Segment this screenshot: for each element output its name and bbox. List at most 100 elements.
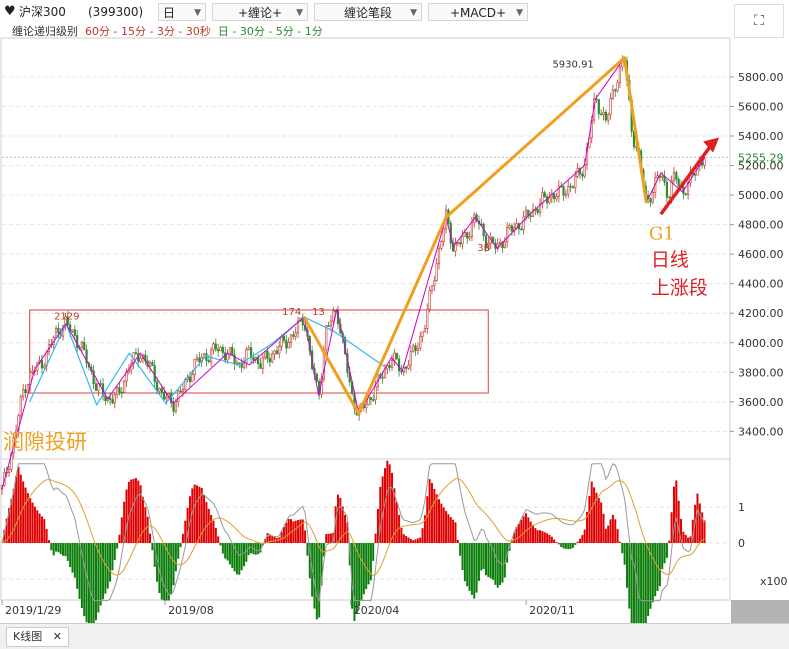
candle-body bbox=[569, 185, 572, 188]
candle-body bbox=[92, 370, 95, 385]
candle-body bbox=[66, 316, 69, 325]
symbol-name: 沪深300 bbox=[19, 5, 66, 19]
candle-body bbox=[294, 332, 297, 337]
candle-body bbox=[543, 192, 546, 197]
y-tick-label: 5800.00 bbox=[738, 71, 784, 84]
candle-body bbox=[177, 390, 180, 402]
low-label: 2129 bbox=[54, 312, 79, 323]
candle-body bbox=[609, 98, 612, 115]
candle-body bbox=[120, 391, 123, 394]
candle-body bbox=[600, 113, 603, 116]
indicator-chanlun-label: +缠论+ bbox=[237, 6, 283, 20]
candle-body bbox=[372, 399, 375, 401]
indicator-macd-select[interactable]: +MACD+ ▼ bbox=[428, 3, 528, 21]
candle-body bbox=[390, 359, 394, 368]
candle-body bbox=[148, 362, 152, 367]
candle-body bbox=[459, 242, 462, 245]
candle-body bbox=[677, 179, 680, 186]
candle-body bbox=[423, 328, 427, 333]
toolbar: ♥ 沪深300 (399300) 日 ▼ +缠论+ ▼ 缠论笔段 ▼ +MACD… bbox=[0, 0, 789, 24]
candle-body bbox=[614, 89, 617, 92]
y-tick-label: 4600.00 bbox=[738, 248, 784, 261]
close-icon[interactable]: ✕ bbox=[52, 630, 62, 643]
uptrend-text-line2: 上涨段 bbox=[651, 277, 708, 299]
candle-body bbox=[506, 227, 509, 243]
candle-body bbox=[108, 397, 112, 400]
candle-body bbox=[369, 397, 372, 400]
candle-body bbox=[632, 131, 636, 147]
y-tick-label: 5000.00 bbox=[738, 189, 784, 202]
candle-body bbox=[327, 325, 330, 327]
y-tick-label: 3800.00 bbox=[738, 366, 784, 379]
period-select[interactable]: 日 ▼ bbox=[158, 3, 206, 21]
candle-body bbox=[57, 327, 60, 334]
candle-body bbox=[273, 350, 276, 355]
candle-body bbox=[393, 352, 396, 361]
chevron-down-icon: ▼ bbox=[516, 8, 523, 18]
candle-body bbox=[437, 248, 441, 265]
candle-body bbox=[454, 242, 457, 252]
candle-body bbox=[287, 342, 290, 349]
candle-body bbox=[672, 172, 676, 182]
candle-body bbox=[285, 340, 288, 349]
tab-kline[interactable]: K线图 ✕ bbox=[6, 627, 69, 647]
candle-body bbox=[217, 348, 220, 352]
candle-body bbox=[212, 343, 215, 351]
macd-dea-line bbox=[1, 478, 705, 576]
expand-glyph: ⛶ bbox=[754, 13, 764, 29]
candle-body bbox=[538, 203, 542, 213]
candle-body bbox=[151, 362, 154, 366]
candle-body bbox=[508, 225, 511, 228]
watermark-text: 润隙投研 bbox=[3, 430, 87, 454]
y-tick-label: 5400.00 bbox=[738, 130, 784, 143]
candle-body bbox=[499, 241, 502, 245]
candle-body bbox=[426, 308, 429, 329]
candle-body bbox=[522, 216, 525, 230]
candle-body bbox=[193, 359, 196, 375]
candle-body bbox=[315, 373, 318, 382]
macd-tick-label: 0 bbox=[738, 537, 745, 550]
candle-body bbox=[618, 66, 622, 84]
point-3b-label: 3B bbox=[477, 243, 490, 254]
candle-body bbox=[289, 334, 293, 343]
candle-body bbox=[31, 370, 34, 373]
kline-chart[interactable]: 3400.00 3600.00 3800.00 4000.00 4200.00 4400.… bbox=[0, 0, 789, 623]
candle-body bbox=[381, 376, 384, 379]
candle-body bbox=[611, 89, 614, 99]
candle-body bbox=[54, 327, 58, 338]
indicator-chanlun-select[interactable]: +缠论+ ▼ bbox=[212, 3, 308, 21]
candle-body bbox=[597, 99, 600, 115]
last-price-label: 5255.29 bbox=[738, 151, 784, 164]
uptrend-text-line1: 日线 bbox=[651, 249, 689, 271]
legend-red-levels: 60分 - 15分 - 3分 - 30秒 bbox=[85, 25, 211, 38]
candle-body bbox=[409, 351, 412, 366]
candle-body bbox=[442, 228, 445, 242]
candle-body bbox=[564, 193, 567, 196]
uptrend-arrow-head bbox=[703, 137, 720, 153]
bi-stroke-line bbox=[1, 56, 705, 490]
expand-icon[interactable]: ⛶ bbox=[734, 4, 784, 38]
candle-body bbox=[163, 391, 166, 400]
candle-body bbox=[675, 172, 678, 180]
scrollbar-thumb[interactable] bbox=[731, 600, 789, 623]
candle-body bbox=[210, 349, 213, 363]
candle-body bbox=[374, 386, 377, 401]
candle-body bbox=[416, 347, 419, 351]
candle-body bbox=[158, 388, 161, 392]
y-tick-label: 3400.00 bbox=[738, 425, 784, 438]
candle-body bbox=[228, 347, 232, 355]
candle-body bbox=[529, 215, 532, 218]
cyan-stroke-line bbox=[29, 316, 385, 407]
candle-body bbox=[181, 389, 185, 392]
indicator-bi-duan-select[interactable]: 缠论笔段 ▼ bbox=[314, 3, 422, 21]
candle-body bbox=[503, 241, 506, 248]
y-tick-label: 5200.00 bbox=[738, 160, 784, 173]
x-tick-label: 2020/04 bbox=[354, 604, 400, 617]
candle-body bbox=[510, 225, 513, 232]
candle-body bbox=[656, 175, 659, 179]
candle-body bbox=[242, 362, 246, 368]
candle-body bbox=[97, 383, 100, 391]
candle-body bbox=[22, 389, 25, 398]
heart-icon[interactable]: ♥ bbox=[4, 4, 16, 19]
candle-body bbox=[172, 402, 175, 412]
